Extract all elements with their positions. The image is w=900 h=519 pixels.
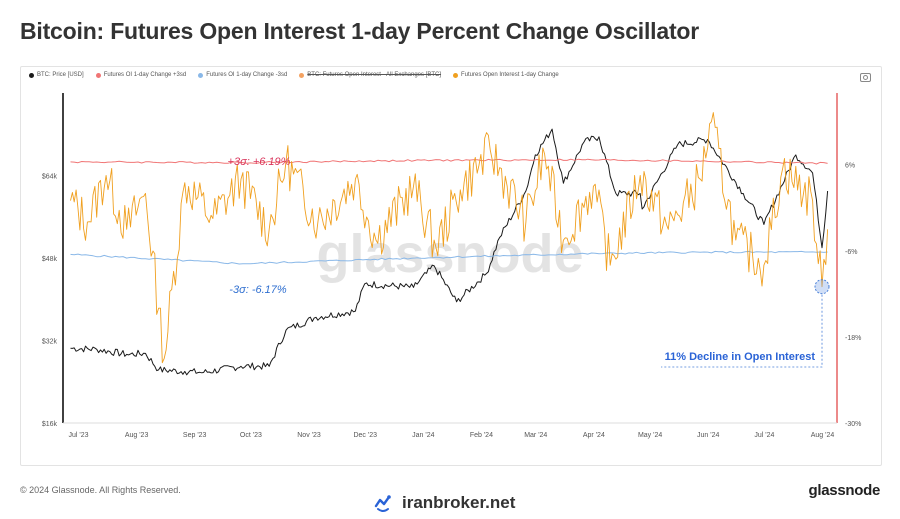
y-right-tick-label: -30% (845, 421, 861, 428)
legend-item[interactable]: BTC: Price [USD] (29, 72, 84, 78)
chart-panel: BTC: Price [USD] Futures OI 1-day Change … (20, 66, 882, 466)
series-line (70, 128, 829, 376)
x-tick-label: Apr '24 (583, 432, 605, 439)
page-title: Bitcoin: Futures Open Interest 1-day Per… (20, 18, 700, 44)
x-tick-label: Aug '23 (125, 432, 149, 439)
series-line (70, 158, 828, 165)
legend-label: BTC: Price [USD] (37, 72, 84, 78)
x-tick-label: Oct '23 (240, 432, 262, 439)
legend-label: Futures OI 1-day Change +3sd (103, 72, 187, 78)
chart-legend: BTC: Price [USD] Futures OI 1-day Change … (29, 72, 559, 78)
y-right-tick-label: -18% (845, 335, 861, 342)
x-tick-label: Jan '24 (412, 432, 434, 439)
legend-swatch (29, 72, 34, 78)
legend-swatch (453, 72, 459, 78)
watermark-text: glassnode (316, 224, 583, 284)
y-left-tick-label: $64k (42, 174, 58, 181)
series-line (70, 250, 828, 265)
site-name: iranbroker.net (402, 493, 516, 512)
site-watermark: iranbroker.net (372, 492, 515, 514)
x-tick-label: Feb '24 (470, 432, 493, 439)
y-left-tick-label: $32k (42, 339, 58, 346)
x-tick-label: Jun '24 (697, 432, 719, 439)
camera-icon[interactable] (860, 73, 871, 82)
y-left-tick-label: $16k (42, 421, 58, 428)
x-tick-label: Mar '24 (524, 432, 547, 439)
x-tick-label: Sep '23 (183, 432, 207, 439)
decline-marker (814, 279, 830, 295)
legend-label: Futures OI 1-day Change -3sd (206, 72, 288, 78)
x-tick-label: Jul '23 (68, 432, 88, 439)
decline-leader-line (661, 294, 823, 368)
x-tick-label: Dec '23 (353, 432, 377, 439)
broker-logo-icon (374, 495, 391, 512)
brand-logo: glassnode (808, 482, 881, 499)
lower-band-annotation: -3σ: -6.17% (229, 284, 287, 296)
series-line (70, 112, 829, 364)
legend-label: Futures Open Interest 1-day Change (461, 72, 559, 78)
decline-annotation: 11% Decline in Open Interest (665, 351, 816, 363)
copyright-text: © 2024 Glassnode. All Rights Reserved. (20, 485, 181, 495)
x-tick-label: Aug '24 (811, 432, 835, 439)
chart-svg: glassnode $16k $32k $48k $64k -30% -18% -6% 6% Ju… (42, 93, 861, 439)
y-right-tick-label: 6% (845, 163, 855, 170)
legend-swatch (198, 72, 204, 78)
legend-item[interactable]: Futures OI 1-day Change -3sd (198, 72, 287, 78)
legend-swatch (95, 72, 101, 78)
legend-item[interactable]: BTC: Futures Open Interest - All Exchang… (299, 72, 441, 78)
x-tick-label: May '24 (638, 432, 662, 439)
legend-item[interactable]: Futures Open Interest 1-day Change (453, 72, 559, 78)
upper-band-annotation: +3σ: +6.19% (228, 156, 291, 168)
legend-swatch (299, 72, 305, 78)
y-left-tick-label: $48k (42, 256, 58, 263)
legend-label: BTC: Futures Open Interest - All Exchang… (307, 72, 442, 78)
legend-item[interactable]: Futures OI 1-day Change +3sd (95, 72, 187, 78)
x-tick-label: Jul '24 (754, 432, 774, 439)
y-right-tick-label: -6% (845, 249, 857, 256)
x-tick-label: Nov '23 (297, 432, 321, 439)
